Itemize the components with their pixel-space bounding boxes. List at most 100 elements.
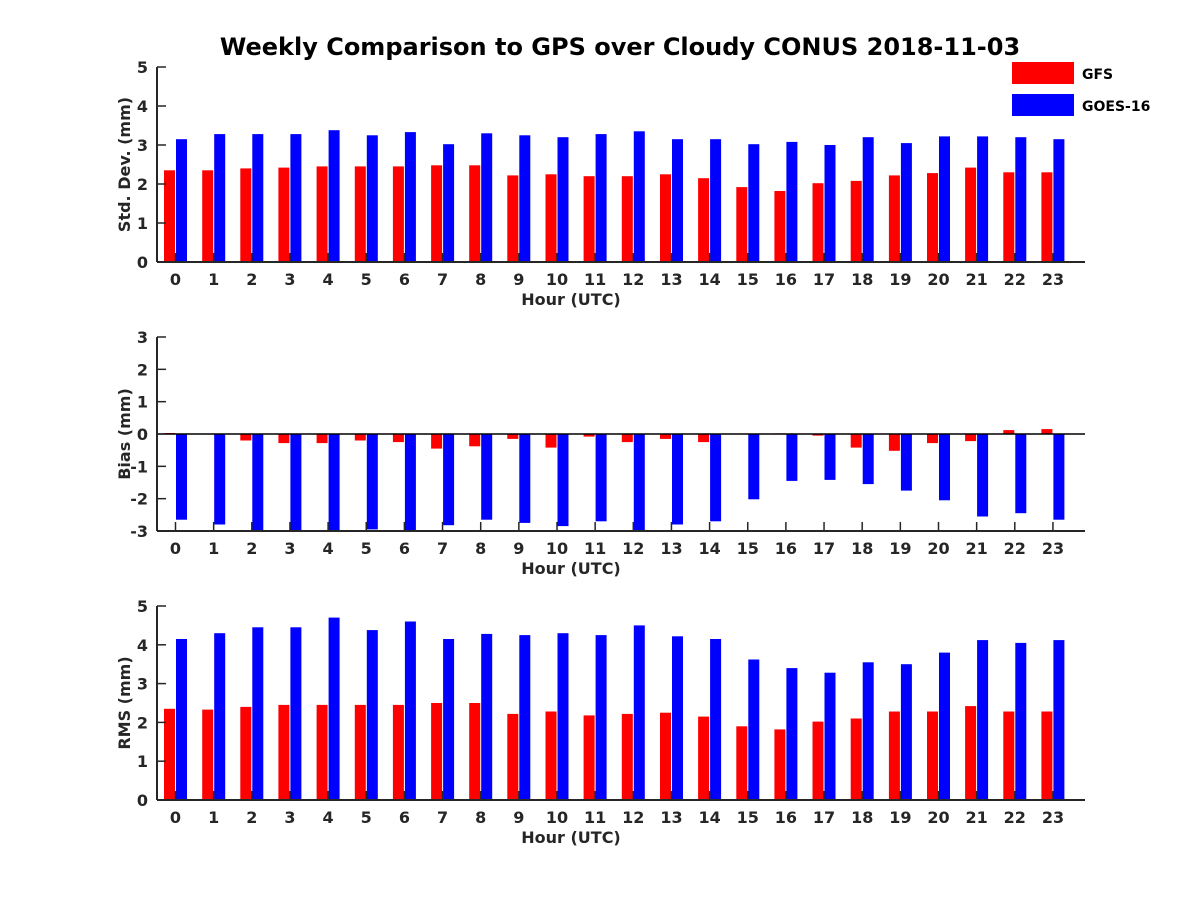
bias-bar-gfs-11 xyxy=(583,434,595,437)
bias-bar-goes16-2 xyxy=(252,434,264,531)
bias-bar-goes16-0 xyxy=(176,434,187,520)
std-dev-bar-gfs-22 xyxy=(1003,172,1015,262)
std-dev-x-axis-label: Hour (UTC) xyxy=(521,290,621,309)
rms-bar-goes16-8 xyxy=(481,633,493,800)
rms-bar-gfs-1 xyxy=(202,709,214,800)
std-dev-bar-gfs-18 xyxy=(850,180,862,262)
std-dev-bar-gfs-16 xyxy=(774,191,786,262)
std-dev-x-tick-label: 6 xyxy=(399,270,410,289)
bias-x-tick-label: 1 xyxy=(208,539,219,558)
rms-bar-gfs-18 xyxy=(850,718,862,800)
bias-bar-gfs-3 xyxy=(278,434,290,444)
rms-x-tick-label: 20 xyxy=(927,808,949,827)
std-dev-bar-goes16-9 xyxy=(519,135,531,263)
std-dev-x-tick-label: 8 xyxy=(475,270,486,289)
bias-y-tick-label: -3 xyxy=(130,522,148,541)
bias-bar-goes16-16 xyxy=(786,434,798,481)
std-dev-bar-gfs-6 xyxy=(392,166,404,262)
rms-bar-goes16-15 xyxy=(748,659,760,800)
rms-bar-goes16-12 xyxy=(633,625,645,800)
rms-bar-goes16-13 xyxy=(672,636,683,800)
bias-bar-gfs-7 xyxy=(431,434,443,449)
rms-bar-gfs-19 xyxy=(888,711,900,800)
bias-x-tick-label: 14 xyxy=(698,539,720,558)
std-dev-x-tick-label: 4 xyxy=(323,270,334,289)
bias-bar-gfs-20 xyxy=(927,434,938,444)
bias-bar-goes16-12 xyxy=(633,434,645,531)
bias-x-tick-label: 23 xyxy=(1042,539,1064,558)
std-dev-bar-gfs-2 xyxy=(240,168,252,262)
std-dev-x-tick-label: 16 xyxy=(775,270,797,289)
rms-x-tick-label: 3 xyxy=(284,808,295,827)
bias-bar-goes16-4 xyxy=(328,434,340,531)
rms-bar-goes16-11 xyxy=(595,635,607,800)
bias-bar-goes16-9 xyxy=(519,434,531,523)
rms-bar-goes16-9 xyxy=(519,635,531,800)
rms-bar-gfs-14 xyxy=(698,716,710,800)
rms-bar-goes16-14 xyxy=(710,639,722,800)
std-dev-bar-goes16-13 xyxy=(672,139,683,262)
rms-bar-goes16-19 xyxy=(900,664,912,800)
bias-bar-goes16-19 xyxy=(900,434,912,491)
std-dev-bar-goes16-20 xyxy=(939,136,950,262)
std-dev-x-tick-label: 15 xyxy=(737,270,759,289)
std-dev-x-tick-label: 23 xyxy=(1042,270,1064,289)
rms-bar-gfs-15 xyxy=(736,726,748,800)
rms-x-tick-label: 12 xyxy=(622,808,644,827)
rms-x-tick-label: 15 xyxy=(737,808,759,827)
std-dev-y-tick-label: 5 xyxy=(137,58,148,77)
bias-x-axis-label: Hour (UTC) xyxy=(521,559,621,578)
std-dev-x-tick-label: 3 xyxy=(284,270,295,289)
bias-bar-goes16-15 xyxy=(748,434,760,500)
std-dev-bar-gfs-4 xyxy=(316,166,328,262)
std-dev-bar-goes16-23 xyxy=(1053,139,1065,262)
bias-bar-goes16-17 xyxy=(824,434,836,480)
std-dev-bar-gfs-20 xyxy=(927,173,938,262)
rms-bar-gfs-6 xyxy=(392,704,404,800)
bias-bar-goes16-11 xyxy=(595,434,607,522)
rms-x-tick-label: 9 xyxy=(513,808,524,827)
bias-x-tick-label: 17 xyxy=(813,539,835,558)
std-dev-bar-goes16-14 xyxy=(710,139,722,262)
rms-x-tick-label: 6 xyxy=(399,808,410,827)
bias-bar-goes16-6 xyxy=(404,434,416,531)
rms-x-tick-label: 13 xyxy=(660,808,682,827)
rms-bar-goes16-5 xyxy=(366,630,378,800)
std-dev-bar-goes16-6 xyxy=(404,132,416,262)
std-dev-bar-gfs-15 xyxy=(736,187,748,262)
std-dev-bar-gfs-17 xyxy=(812,183,824,262)
std-dev-bar-goes16-21 xyxy=(977,136,989,262)
std-dev-bar-gfs-8 xyxy=(469,165,481,262)
rms-x-tick-label: 5 xyxy=(361,808,372,827)
bias-bar-gfs-9 xyxy=(507,434,519,439)
std-dev-x-tick-label: 21 xyxy=(966,270,988,289)
std-dev-bar-goes16-1 xyxy=(214,134,226,262)
rms-bar-goes16-2 xyxy=(252,627,264,800)
rms-bar-goes16-3 xyxy=(290,627,302,800)
bias-bar-goes16-10 xyxy=(557,434,569,527)
bias-x-tick-label: 8 xyxy=(475,539,486,558)
bias-x-tick-label: 21 xyxy=(966,539,988,558)
rms-x-tick-label: 2 xyxy=(246,808,257,827)
std-dev-bar-gfs-23 xyxy=(1041,172,1053,262)
bias-bar-gfs-5 xyxy=(354,434,366,441)
bias-bar-gfs-17 xyxy=(812,434,824,436)
std-dev-bar-goes16-5 xyxy=(366,135,378,263)
rms-x-tick-label: 22 xyxy=(1004,808,1026,827)
rms-x-tick-label: 16 xyxy=(775,808,797,827)
bias-bar-gfs-2 xyxy=(240,434,252,441)
bias-x-tick-label: 13 xyxy=(660,539,682,558)
std-dev-bar-gfs-5 xyxy=(354,166,366,262)
std-dev-bar-gfs-0 xyxy=(164,170,175,262)
rms-bar-goes16-0 xyxy=(176,639,187,800)
bias-y-axis-label: Bias (mm) xyxy=(115,388,134,480)
std-dev-x-tick-label: 0 xyxy=(170,270,181,289)
bias-bar-gfs-13 xyxy=(660,434,671,439)
std-dev-bar-gfs-14 xyxy=(698,178,710,262)
bias-bar-gfs-23 xyxy=(1041,429,1053,434)
rms-bar-goes16-16 xyxy=(786,668,798,800)
std-dev-bar-goes16-18 xyxy=(862,137,874,262)
rms-bar-goes16-10 xyxy=(557,633,569,800)
